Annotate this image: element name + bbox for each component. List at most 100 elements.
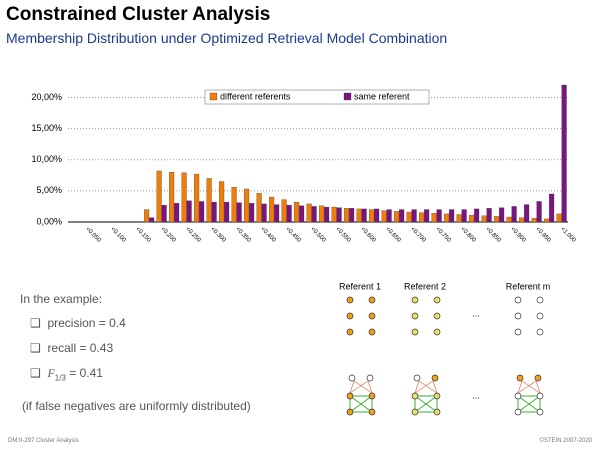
dot — [536, 296, 544, 304]
intro: In the example: — [20, 292, 103, 306]
legend-frame — [204, 89, 430, 105]
bar — [161, 205, 167, 223]
dot — [536, 328, 544, 336]
bar — [211, 201, 217, 223]
x-tick-label: <0.550 — [334, 226, 352, 244]
bar — [274, 204, 280, 223]
bar — [461, 209, 467, 223]
y-tick-label: 10,00% — [31, 154, 62, 164]
bar — [506, 216, 512, 223]
bullet: ❑ F1/3 = 0.41 — [30, 366, 103, 383]
dot — [516, 374, 524, 382]
bullet-text: = 0.41 — [69, 366, 103, 380]
bar — [549, 193, 555, 223]
bullet: ❑ recall = 0.43 — [30, 341, 114, 355]
bar — [349, 208, 355, 223]
bar — [374, 208, 380, 223]
referent-label: Referent 1 — [339, 281, 381, 291]
bar — [424, 209, 430, 223]
bar — [536, 201, 542, 223]
bullet-text: precision = 0.4 — [47, 316, 126, 330]
dot — [534, 374, 542, 382]
dot — [514, 408, 522, 416]
x-tick-label: <0.350 — [234, 226, 252, 244]
bar — [194, 173, 200, 223]
bullet-text: recall = 0.43 — [47, 341, 114, 355]
bar — [319, 205, 325, 223]
dot — [433, 296, 441, 304]
bar — [344, 208, 350, 223]
bar — [481, 215, 487, 223]
bar — [486, 208, 492, 223]
bar — [556, 213, 562, 223]
bar — [561, 84, 567, 223]
bar — [474, 208, 480, 223]
bar — [544, 218, 550, 223]
bar — [411, 209, 417, 223]
footer-right: ©STEIN 2007-2020 — [539, 438, 592, 444]
dot — [413, 374, 421, 382]
dot — [368, 392, 376, 400]
y-tick-label: 15,00% — [31, 123, 62, 133]
bar — [224, 201, 230, 223]
dot — [514, 296, 522, 304]
bar — [331, 206, 337, 223]
bar — [261, 203, 267, 223]
bar — [519, 217, 525, 223]
bar — [299, 205, 305, 223]
dot — [346, 296, 354, 304]
referent-label: Referent 2 — [404, 281, 446, 291]
arrow — [535, 380, 541, 394]
dot — [346, 408, 354, 416]
y-tick-label: 5,00% — [36, 185, 62, 195]
bar — [494, 216, 500, 223]
dot — [411, 312, 419, 320]
bar — [294, 201, 300, 223]
dot — [433, 408, 441, 416]
x-tick-label: <0.600 — [359, 226, 377, 244]
dot — [346, 328, 354, 336]
x-tick-label: <0.100 — [109, 226, 127, 244]
x-tick-label: <0.500 — [309, 226, 327, 244]
x-tick-label: <0.400 — [259, 226, 277, 244]
bar — [249, 203, 255, 223]
arrow — [367, 380, 373, 394]
bar — [356, 208, 362, 223]
edge — [414, 395, 438, 413]
bar — [256, 193, 262, 223]
ellipsis: ... — [472, 390, 480, 400]
edge — [517, 395, 541, 413]
dot — [368, 328, 376, 336]
dot — [366, 374, 374, 382]
x-tick-label: <0.900 — [509, 226, 527, 244]
bar — [399, 209, 405, 223]
bar — [156, 170, 162, 223]
dot — [368, 296, 376, 304]
bar — [186, 200, 192, 223]
x-tick-label: <0.650 — [384, 226, 402, 244]
bar — [386, 209, 392, 223]
arrow — [418, 380, 438, 394]
bar — [436, 209, 442, 223]
bar — [444, 213, 450, 223]
arrow — [517, 380, 523, 394]
dot — [514, 328, 522, 336]
arrow — [432, 380, 438, 394]
bar — [419, 212, 425, 223]
referent-label: Referent m — [506, 281, 551, 291]
bar — [524, 204, 530, 223]
arrow — [349, 380, 355, 394]
bar — [499, 207, 505, 223]
bar — [306, 203, 312, 223]
dot — [411, 392, 419, 400]
bar — [219, 181, 225, 223]
x-tick-label: <0.300 — [209, 226, 227, 244]
dot — [514, 392, 522, 400]
dot — [536, 408, 544, 416]
bar — [511, 206, 517, 223]
legend-swatch — [343, 92, 352, 101]
bar — [456, 214, 462, 223]
y-tick-label: 0,00% — [36, 216, 62, 226]
bar — [269, 196, 275, 223]
